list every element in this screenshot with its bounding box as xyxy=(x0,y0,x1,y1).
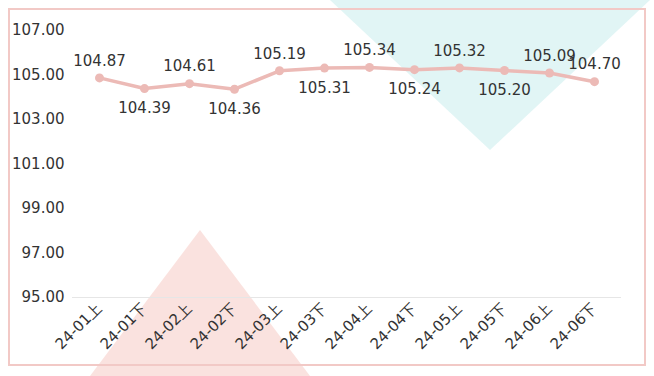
svg-text:104.39: 104.39 xyxy=(118,99,171,117)
svg-text:105.32: 105.32 xyxy=(433,42,486,60)
svg-text:24-01下: 24-01下 xyxy=(97,299,151,353)
svg-text:104.87: 104.87 xyxy=(73,52,126,70)
svg-text:104.36: 104.36 xyxy=(208,100,261,118)
svg-text:105.34: 105.34 xyxy=(343,41,396,59)
svg-text:24-03上: 24-03上 xyxy=(232,299,286,353)
svg-text:105.31: 105.31 xyxy=(298,79,351,97)
svg-text:24-05下: 24-05下 xyxy=(457,299,511,353)
svg-text:24-06下: 24-06下 xyxy=(547,299,601,353)
svg-text:24-02上: 24-02上 xyxy=(142,299,196,353)
svg-text:105.19: 105.19 xyxy=(253,45,306,63)
svg-text:95.00: 95.00 xyxy=(22,288,65,306)
svg-text:24-05上: 24-05上 xyxy=(412,299,466,353)
svg-text:105.20: 105.20 xyxy=(478,81,531,99)
svg-text:24-02下: 24-02下 xyxy=(187,299,241,353)
svg-text:97.00: 97.00 xyxy=(22,244,65,262)
svg-text:105.24: 105.24 xyxy=(388,80,441,98)
svg-text:24-06上: 24-06上 xyxy=(502,299,556,353)
svg-text:107.00: 107.00 xyxy=(12,21,65,39)
svg-text:105.00: 105.00 xyxy=(12,66,65,84)
svg-text:101.00: 101.00 xyxy=(12,155,65,173)
svg-text:104.61: 104.61 xyxy=(163,57,216,75)
svg-text:99.00: 99.00 xyxy=(22,199,65,217)
svg-text:24-04上: 24-04上 xyxy=(322,299,376,353)
svg-text:105.09: 105.09 xyxy=(523,46,576,65)
svg-text:103.00: 103.00 xyxy=(12,110,65,128)
svg-text:104.70: 104.70 xyxy=(568,55,621,73)
svg-text:24-04下: 24-04下 xyxy=(367,299,421,353)
svg-text:24-03下: 24-03下 xyxy=(277,299,331,353)
svg-text:24-01上: 24-01上 xyxy=(52,299,106,353)
